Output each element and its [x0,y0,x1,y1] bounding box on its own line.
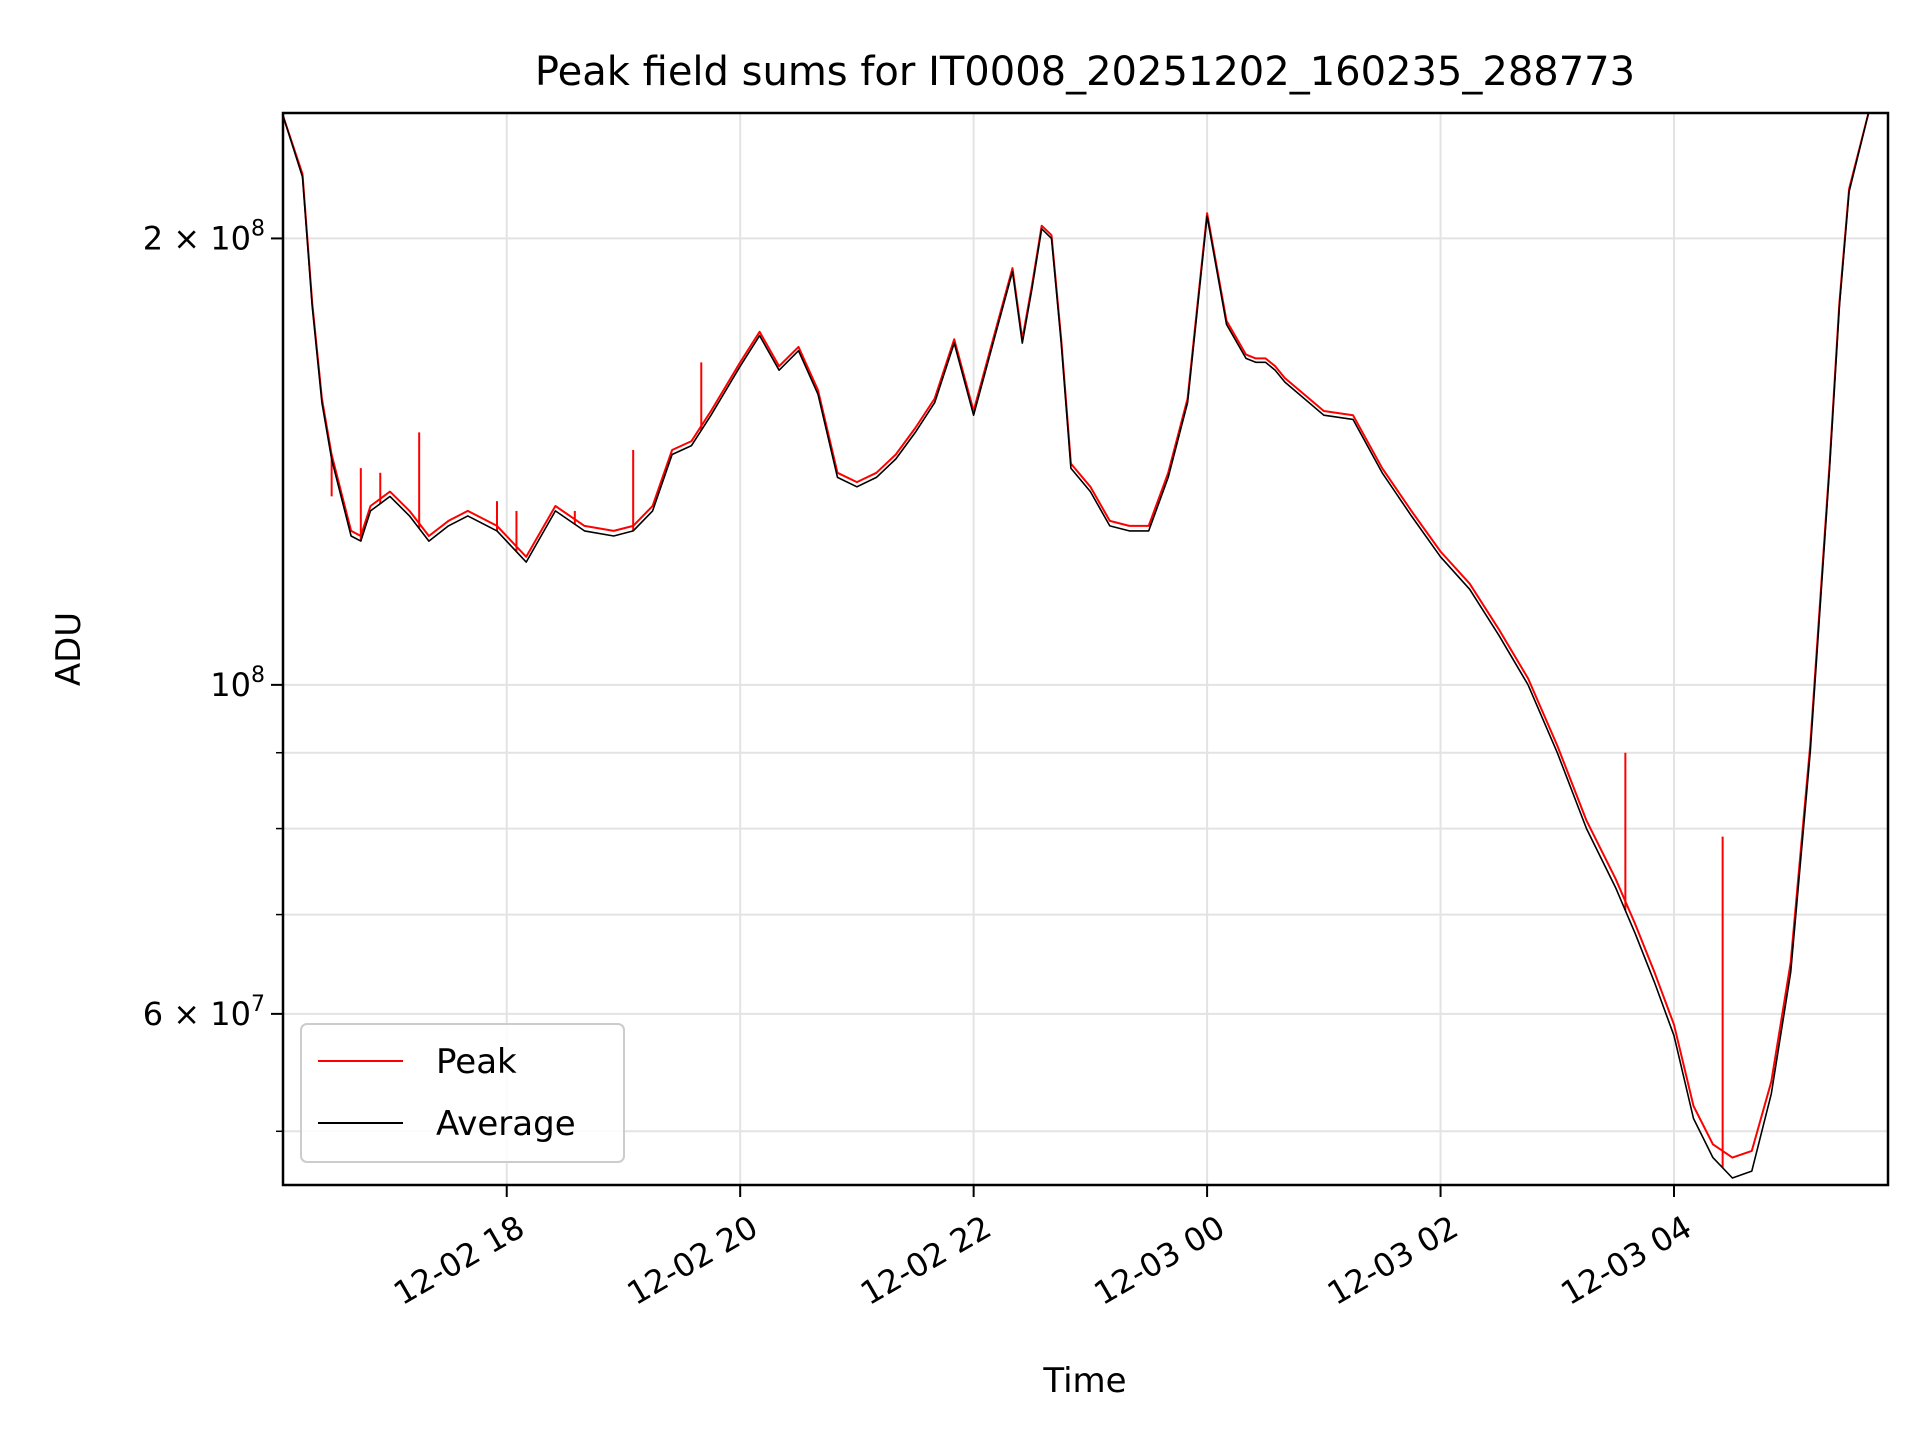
x-tick-label: 12-02 22 [854,1208,998,1313]
y-tick-label: 2 × 108 [143,216,265,257]
x-tick-label: 12-03 02 [1321,1208,1465,1313]
y-tick-label-base: 10 [210,666,251,704]
legend: Peak Average [300,1023,625,1163]
y-tick-label: 108 [210,663,265,704]
series-line-peak [282,112,1888,1159]
series-line-average [282,112,1888,1179]
x-axis-label: Time [1042,1361,1126,1401]
series-layer [282,112,1888,1179]
y-tick-label-exponent: 7 [251,992,265,1017]
y-tick-label: 6 × 107 [143,992,265,1033]
grid [283,113,1888,1185]
legend-box [300,1023,625,1163]
legend-label-average: Average [436,1104,576,1144]
y-tick-label-base: 2 × 10 [143,219,251,257]
chart-title: Peak field sums for IT0008_20251202_1602… [535,49,1635,95]
x-tick-label: 12-03 04 [1554,1208,1698,1313]
x-tick-label: 12-03 00 [1087,1208,1231,1313]
y-axis-label: ADU [49,612,89,686]
x-axis-ticks: 12-02 18 12-02 20 12-02 22 12-03 00 12-03 02… [387,1185,1698,1313]
legend-label-peak: Peak [436,1042,517,1082]
y-tick-label-exponent: 8 [251,663,265,688]
y-tick-label-base: 6 × 10 [143,995,251,1033]
x-tick-label: 12-02 18 [387,1208,531,1313]
x-tick-label: 12-02 20 [621,1208,765,1313]
plot-frame [281,111,1890,1187]
y-tick-label-exponent: 8 [251,216,265,241]
